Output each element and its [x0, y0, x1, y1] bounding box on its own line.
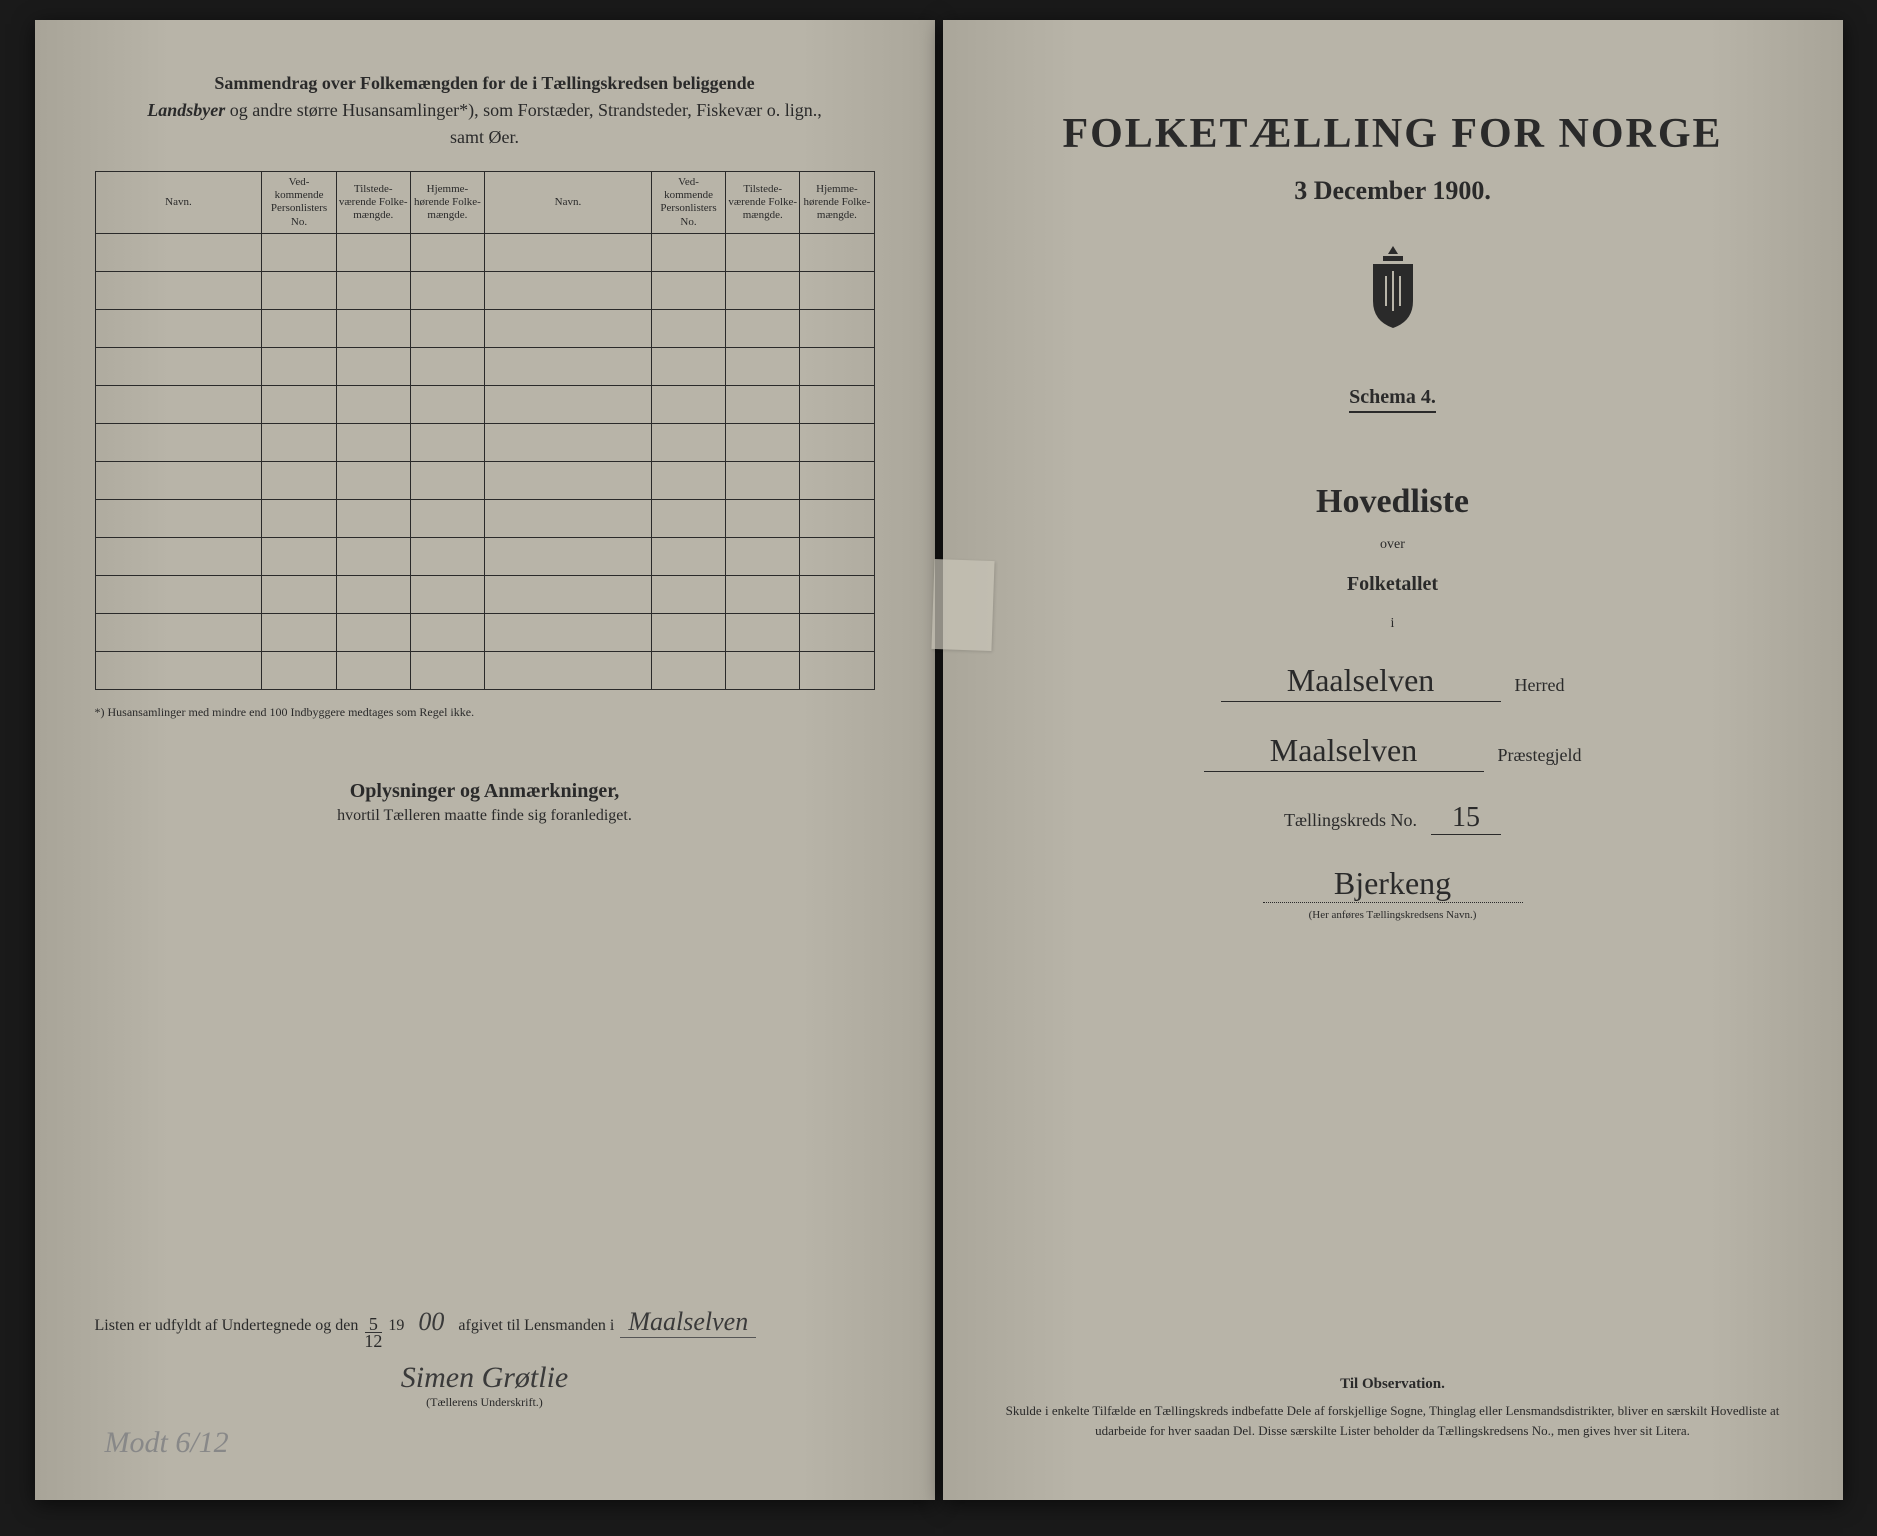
sig-name: Simen Grøtlie	[393, 1361, 576, 1394]
herred-row: Maalselven Herred	[1003, 662, 1783, 702]
table-row	[95, 423, 874, 461]
observation-block: Til Observation. Skulde i enkelte Tilfæl…	[1003, 1373, 1783, 1441]
title-page-content: FOLKETÆLLING FOR NORGE 3 December 1900. …	[1003, 70, 1783, 921]
col-hjemme-2: Hjemme-hørende Folke-mængde.	[800, 172, 874, 234]
summary-header: Sammendrag over Folkemængden for de i Tæ…	[95, 70, 875, 151]
folketallet-text: Folketallet	[1003, 573, 1783, 596]
document-spread: Sammendrag over Folkemængden for de i Tæ…	[35, 20, 1843, 1500]
observation-title: Til Observation.	[1003, 1373, 1783, 1396]
right-page: FOLKETÆLLING FOR NORGE 3 December 1900. …	[943, 20, 1843, 1500]
col-navn-2: Navn.	[485, 172, 652, 234]
herred-label: Herred	[1515, 675, 1565, 696]
table-row	[95, 347, 874, 385]
col-tilstede-1: Tilstede-værende Folke-mængde.	[336, 172, 410, 234]
table-header-row: Navn. Ved-kommende Personlisters No. Til…	[95, 172, 874, 234]
kreds-no-label: Tællingskreds No.	[1284, 810, 1417, 831]
sig-text-b: afgivet til Lensmanden i	[458, 1317, 614, 1335]
summary-table: Navn. Ved-kommende Personlisters No. Til…	[95, 171, 875, 690]
left-page: Sammendrag over Folkemængden for de i Tæ…	[35, 20, 935, 1500]
col-tilstede-2: Tilstede-værende Folke-mængde.	[726, 172, 800, 234]
sig-date-fraction: 5 12	[364, 1316, 382, 1349]
header-line3: samt Øer.	[95, 124, 875, 151]
kreds-name-value: Bjerkeng	[1263, 865, 1523, 903]
sig-year-hand: 00	[410, 1307, 452, 1337]
prestegjeld-row: Maalselven Præstegjeld	[1003, 732, 1783, 772]
i-text: i	[1003, 616, 1783, 632]
header-line2-plain: og andre større Husansamlinger*), som Fo…	[225, 100, 821, 120]
tape-mark	[931, 559, 994, 651]
table-row	[95, 575, 874, 613]
prestegjeld-value: Maalselven	[1204, 732, 1484, 772]
notes-section: Oplysninger og Anmærkninger, hvortil Tæl…	[95, 780, 875, 825]
table-body	[95, 233, 874, 689]
census-title: FOLKETÆLLING FOR NORGE	[1003, 110, 1783, 158]
col-personlister-2: Ved-kommende Personlisters No.	[651, 172, 725, 234]
sig-year-prefix: 19	[388, 1317, 404, 1335]
table-row	[95, 233, 874, 271]
schema-label: Schema 4.	[1349, 386, 1436, 413]
notes-heading: Oplysninger og Anmærkninger,	[95, 780, 875, 803]
table-row	[95, 309, 874, 347]
table-row	[95, 461, 874, 499]
table-row	[95, 537, 874, 575]
table-row	[95, 499, 874, 537]
hovedliste-heading: Hovedliste	[1003, 483, 1783, 521]
census-date: 3 December 1900.	[1003, 176, 1783, 206]
col-navn-1: Navn.	[95, 172, 262, 234]
over-text: over	[1003, 537, 1783, 553]
sig-place: Maalselven	[620, 1307, 756, 1338]
col-personlister-1: Ved-kommende Personlisters No.	[262, 172, 336, 234]
signature-area: Listen er udfyldt af Undertegnede og den…	[95, 1307, 875, 1410]
kreds-name-caption: (Her anføres Tællingskredsens Navn.)	[1003, 909, 1783, 921]
table-row	[95, 651, 874, 689]
notes-sub: hvortil Tælleren maatte finde sig foranl…	[95, 807, 875, 825]
herred-value: Maalselven	[1221, 662, 1501, 702]
kreds-no-row: Tællingskreds No. 15	[1003, 802, 1783, 835]
table-row	[95, 385, 874, 423]
coat-of-arms-icon	[1358, 246, 1428, 331]
sig-text-a: Listen er udfyldt af Undertegnede og den	[95, 1317, 359, 1335]
observation-body: Skulde i enkelte Tilfælde en Tællingskre…	[1003, 1401, 1783, 1440]
table-row	[95, 613, 874, 651]
col-hjemme-1: Hjemme-hørende Folke-mængde.	[410, 172, 484, 234]
sig-date-month: 12	[364, 1333, 382, 1349]
sig-caption: (Tællerens Underskrift.)	[95, 1395, 875, 1410]
pencil-annotation: Modt 6/12	[105, 1426, 229, 1460]
prestegjeld-label: Præstegjeld	[1498, 745, 1582, 766]
header-line1: Sammendrag over Folkemængden for de i Tæ…	[214, 73, 754, 93]
header-line2-italic: Landsbyer	[147, 100, 225, 120]
kreds-no-value: 15	[1431, 802, 1501, 835]
table-row	[95, 271, 874, 309]
footnote: *) Husansamlinger med mindre end 100 Ind…	[95, 705, 875, 720]
